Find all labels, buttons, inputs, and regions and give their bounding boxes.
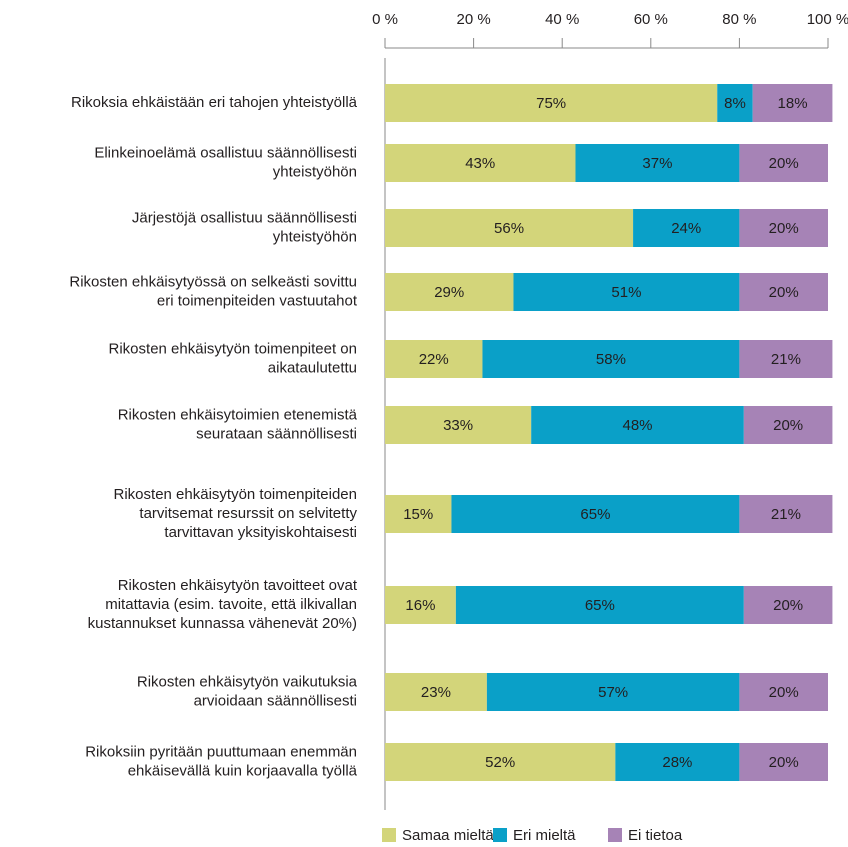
bar-segment [743, 406, 833, 444]
value-label: 21% [771, 506, 801, 523]
category-label: Rikosten ehkäisytyön vaikutuksia arvioida… [137, 673, 358, 709]
value-label: 75% [536, 95, 566, 112]
bar-segment [385, 406, 532, 444]
legend-swatch [493, 828, 507, 842]
bar-segment [385, 673, 487, 711]
bar-segment [385, 743, 616, 781]
value-label: 57% [598, 684, 628, 701]
value-label: 37% [642, 155, 672, 172]
value-label: 23% [421, 684, 451, 701]
x-tick-label: 20 % [456, 11, 490, 28]
value-label: 20% [769, 684, 799, 701]
bar-segment [717, 84, 753, 122]
value-label: 20% [769, 155, 799, 172]
bar-segment [385, 495, 452, 533]
bar-segment [385, 144, 576, 182]
bar-segment [531, 406, 744, 444]
legend-label: Samaa mieltä [402, 827, 494, 844]
value-label: 48% [622, 417, 652, 434]
value-label: 22% [419, 351, 449, 368]
legend-swatch [382, 828, 396, 842]
bar-segment [385, 273, 514, 311]
value-label: 51% [611, 284, 641, 301]
value-label: 20% [769, 220, 799, 237]
category-label: Järjestöjä osallistuu säännöllisesti yhte… [132, 209, 357, 245]
bar-segment [739, 273, 828, 311]
value-label: 56% [494, 220, 524, 237]
bar-segment [739, 673, 828, 711]
value-label: 21% [771, 351, 801, 368]
bar-segment [451, 495, 740, 533]
bar-segment [575, 144, 740, 182]
category-label: Rikosten ehkäisytyön toimenpiteet on aika… [109, 340, 357, 376]
bar-segment [385, 586, 456, 624]
value-label: 58% [596, 351, 626, 368]
x-tick-label: 60 % [634, 11, 668, 28]
bar-segment [486, 673, 740, 711]
bar-segment [752, 84, 833, 122]
bar-segment [385, 340, 483, 378]
bar-segment [513, 273, 740, 311]
bar-segment [739, 743, 828, 781]
value-label: 24% [671, 220, 701, 237]
x-tick-label: 40 % [545, 11, 579, 28]
value-label: 18% [778, 95, 808, 112]
value-label: 29% [434, 284, 464, 301]
bar-segment [739, 144, 828, 182]
value-label: 20% [769, 754, 799, 771]
value-label: 20% [773, 597, 803, 614]
bar-segment [615, 743, 740, 781]
value-label: 20% [769, 284, 799, 301]
value-label: 20% [773, 417, 803, 434]
value-label: 28% [662, 754, 692, 771]
value-label: 15% [403, 506, 433, 523]
value-label: 16% [405, 597, 435, 614]
category-label: Rikosten ehkäisytyön toimenpiteiden tarvi… [114, 486, 358, 541]
x-tick-label: 0 % [372, 11, 398, 28]
value-label: 65% [580, 506, 610, 523]
bar-segment [385, 209, 634, 247]
bar-segment [455, 586, 744, 624]
bar-segment [739, 340, 833, 378]
legend-label: Eri mieltä [513, 827, 576, 844]
bar-segment [743, 586, 833, 624]
bar-segment [385, 84, 718, 122]
category-label: Rikoksia ehkäistään eri tahojen yhteisty… [71, 94, 358, 111]
bar-segment [482, 340, 740, 378]
category-label: Rikosten ehkäisytyössä on selkeästi sovi… [69, 273, 357, 309]
x-tick-label: 100 % [807, 11, 848, 28]
category-label: Rikosten ehkäisytoimien etenemistä seurat… [118, 406, 358, 442]
bar-segment [739, 495, 833, 533]
value-label: 33% [443, 417, 473, 434]
bar-segment [739, 209, 828, 247]
legend-swatch [608, 828, 622, 842]
category-label: Rikoksiin pyritään puuttumaan enemmän ehk… [85, 743, 357, 779]
value-label: 43% [465, 155, 495, 172]
legend-label: Ei tietoa [628, 827, 683, 844]
category-label: Rikosten ehkäisytyön tavoitteet ovat mita… [88, 577, 358, 632]
value-label: 52% [485, 754, 515, 771]
x-tick-label: 80 % [722, 11, 756, 28]
value-label: 8% [724, 95, 746, 112]
bar-segment [633, 209, 740, 247]
value-label: 65% [585, 597, 615, 614]
category-label: Elinkeinoelämä osallistuu säännöllisesti… [94, 144, 357, 180]
